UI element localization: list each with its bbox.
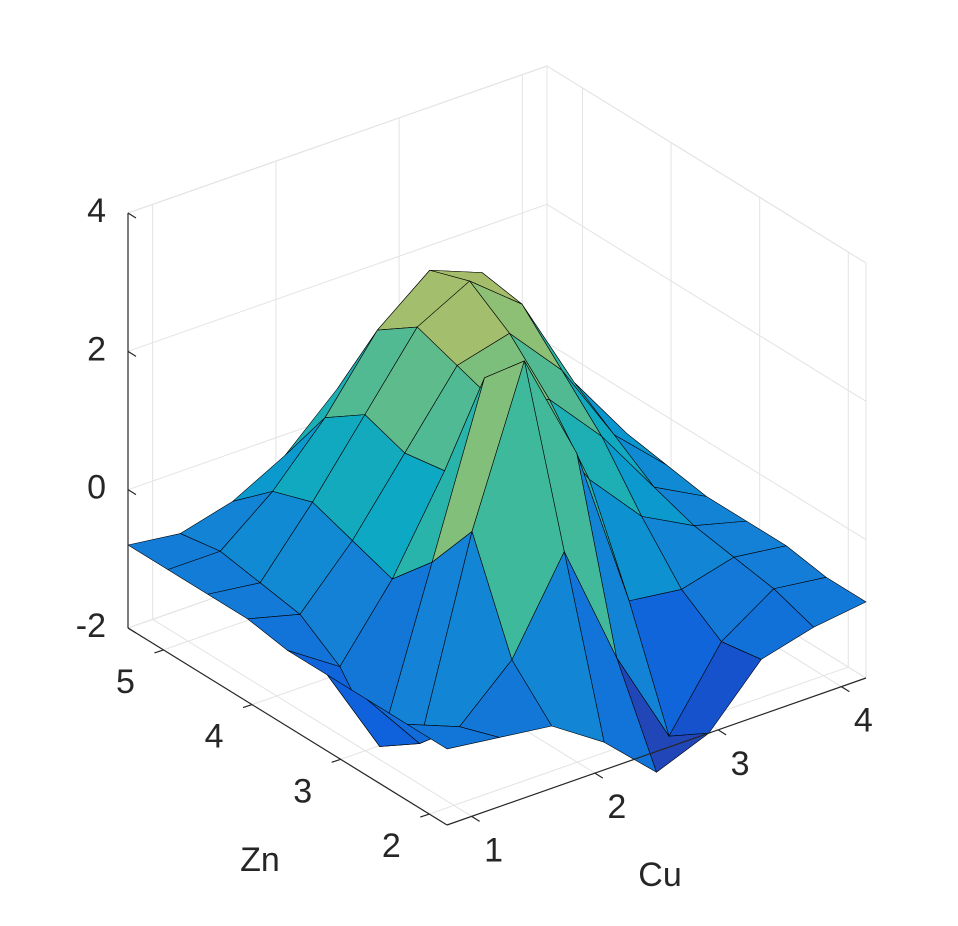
z-tick-label: 2 (87, 330, 106, 368)
x-tick (471, 815, 480, 822)
z-tick (127, 350, 137, 357)
axes-layer: 1 2 3 4 2 3 4 5 -2 0 2 4 (76, 192, 873, 869)
z-tick-label: 4 (87, 192, 106, 230)
y-tick (331, 758, 341, 763)
surface (127, 269, 867, 773)
grid-line (546, 203, 867, 402)
y-tick (420, 813, 430, 818)
y-tick-label: 5 (116, 663, 135, 701)
surface-patch (406, 723, 500, 750)
y-tick-label: 4 (205, 718, 224, 756)
x-axis-label: Cu (638, 856, 681, 894)
x-tick-label: 4 (854, 702, 873, 740)
x-tick-label: 1 (484, 831, 503, 869)
x-tick-label: 3 (731, 745, 750, 783)
grid-line (127, 203, 548, 352)
x-tick-label: 2 (607, 788, 626, 826)
y-tick-label: 2 (382, 827, 401, 865)
y-tick (154, 649, 164, 654)
y-axis-label: Zn (240, 841, 280, 879)
z-tick (127, 627, 137, 634)
y-tick-label: 3 (293, 772, 312, 810)
z-tick-label: -2 (76, 607, 106, 645)
y-axis-line (127, 627, 448, 826)
x-tick (841, 686, 850, 693)
grid-line (546, 342, 867, 541)
y-tick (242, 704, 253, 709)
z-tick-label: 0 (87, 469, 106, 507)
grid-line (546, 65, 867, 264)
x-tick (594, 772, 604, 779)
grid-line (127, 65, 548, 214)
grid-line (152, 618, 472, 817)
x-axis-line (446, 677, 867, 826)
z-tick (127, 212, 137, 219)
z-tick (127, 489, 137, 496)
x-tick (717, 729, 727, 736)
